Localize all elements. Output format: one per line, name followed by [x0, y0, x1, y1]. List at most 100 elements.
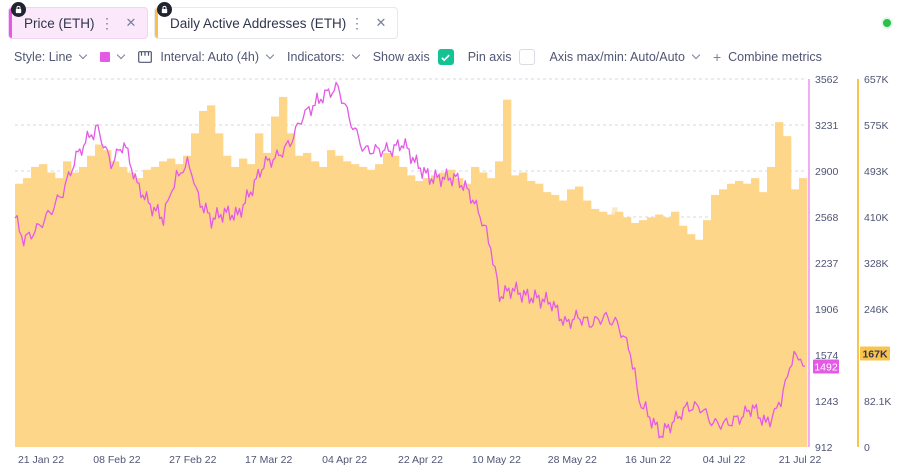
daa-bar: [319, 166, 328, 447]
close-icon[interactable]: ✕: [375, 15, 387, 30]
combine-metrics-label: Combine metrics: [728, 50, 822, 64]
daa-bar: [87, 155, 96, 448]
indicators-label: Indicators:: [287, 50, 345, 64]
daa-bar: [151, 166, 160, 447]
daa-tick-label: 410K: [864, 212, 889, 224]
daa-tick-label: 82.1K: [864, 396, 891, 408]
more-options-icon[interactable]: ⋮: [100, 14, 114, 31]
daa-bar: [335, 155, 344, 448]
daa-bar: [119, 166, 128, 447]
daa-bar: [263, 152, 272, 447]
daa-bar: [111, 161, 120, 447]
daa-bar: [71, 172, 80, 448]
metric-tab-price[interactable]: Price (ETH) ⋮ ✕: [8, 2, 148, 39]
daa-bar: [271, 116, 280, 447]
combine-metrics-button[interactable]: + Combine metrics: [713, 49, 822, 65]
daa-bar: [463, 183, 472, 448]
daa-bar: [407, 175, 416, 447]
plus-icon: +: [712, 49, 722, 65]
daa-axis: 657K575K493K410K328K246K164K82.1K0: [857, 74, 891, 454]
daa-bar: [175, 164, 184, 447]
daa-bar: [47, 172, 56, 448]
status-indicator: [881, 17, 893, 29]
daa-color-stripe: [155, 8, 158, 38]
price-tick-label: 2568: [815, 212, 839, 224]
daa-bar: [719, 189, 728, 447]
daa-bar: [767, 166, 776, 447]
axis-maxmin-dropdown[interactable]: Axis max/min: Auto/Auto: [549, 50, 701, 64]
show-axis-toggle[interactable]: Show axis: [373, 49, 454, 65]
daa-bar: [351, 164, 360, 447]
daa-tick-label: 657K: [864, 74, 889, 86]
interval-dropdown[interactable]: Interval: Auto (4h): [138, 50, 275, 64]
daa-bar: [703, 220, 712, 447]
daa-bar: [199, 110, 208, 448]
daa-bar: [239, 158, 248, 448]
color-picker[interactable]: [100, 50, 126, 62]
more-options-icon[interactable]: ⋮: [350, 14, 364, 31]
daa-bar: [503, 99, 512, 447]
metric-tab-daily-active-addresses[interactable]: Daily Active Addresses (ETH) ⋮ ✕: [154, 2, 398, 39]
interval-label: Interval: Auto (4h): [160, 50, 260, 64]
daa-bar: [751, 178, 760, 447]
daa-bar: [303, 152, 312, 447]
daa-bar: [327, 150, 336, 447]
daa-bar: [311, 161, 320, 447]
daa-bar: [639, 220, 648, 447]
daa-tick-label: 575K: [864, 120, 889, 132]
price-tick-label: 1243: [815, 396, 839, 408]
close-icon[interactable]: ✕: [125, 15, 137, 30]
daa-bar: [431, 175, 440, 447]
price-tick-label: 1906: [815, 304, 839, 316]
daa-bar: [799, 178, 808, 447]
daa-bar: [415, 180, 424, 447]
daa-bar: [791, 189, 800, 447]
price-tick-label: 912: [815, 442, 833, 454]
daa-bar: [671, 211, 680, 447]
price-tick-label: 3562: [815, 74, 839, 86]
x-axis: 21 Jan 22 08 Feb 22 27 Feb 22 17 Mar 22 04 A…: [18, 454, 822, 466]
daa-tick-label: 493K: [864, 166, 889, 178]
daa-bar: [215, 133, 224, 447]
daa-bar: [63, 161, 72, 447]
price-current-badge: [813, 359, 839, 374]
current-value-badges: 1492 167K: [813, 346, 890, 374]
daa-bar: [679, 225, 688, 447]
show-axis-checkbox[interactable]: [437, 49, 454, 65]
daa-bar: [687, 234, 696, 447]
daa-bar: [423, 178, 432, 447]
daa-bar: [527, 180, 536, 447]
metric-tabs: Price (ETH) ⋮ ✕ Daily Active Addresses (…: [8, 2, 398, 41]
pin-axis-toggle[interactable]: Pin axis: [468, 49, 536, 65]
x-tick-label: 10 May 22: [472, 454, 521, 466]
daa-bar: [695, 239, 704, 447]
daa-bar: [247, 164, 256, 447]
daa-bar: [655, 214, 664, 447]
daa-bar: [183, 155, 192, 448]
daa-bar: [159, 161, 168, 447]
indicators-dropdown[interactable]: Indicators:: [287, 50, 360, 64]
x-tick-label: 16 Jun 22: [625, 454, 671, 466]
color-swatch: [100, 52, 111, 62]
daa-bar: [743, 183, 752, 448]
daa-bar: [735, 180, 744, 447]
style-dropdown[interactable]: Style: Line: [14, 50, 88, 64]
daa-bar: [607, 214, 616, 447]
daa-bar: [359, 166, 368, 447]
daa-bar: [783, 136, 792, 447]
daa-bar: [343, 161, 352, 447]
daa-bar: [167, 158, 176, 448]
x-tick-label: 21 Jul 22: [779, 454, 822, 466]
axis-maxmin-label: Axis max/min: Auto/Auto: [549, 50, 685, 64]
daa-bar: [759, 192, 768, 447]
daa-bar: [287, 133, 296, 447]
daa-bar: [727, 183, 736, 448]
daa-tick-label: 246K: [864, 304, 889, 316]
price-tick-label: 3231: [815, 120, 839, 132]
metric-tab-label: Daily Active Addresses (ETH): [170, 15, 347, 31]
daa-bar: [591, 208, 600, 447]
price-tick-label: 2900: [815, 166, 839, 178]
daa-bar: [583, 200, 592, 447]
pin-axis-checkbox[interactable]: [519, 49, 536, 65]
